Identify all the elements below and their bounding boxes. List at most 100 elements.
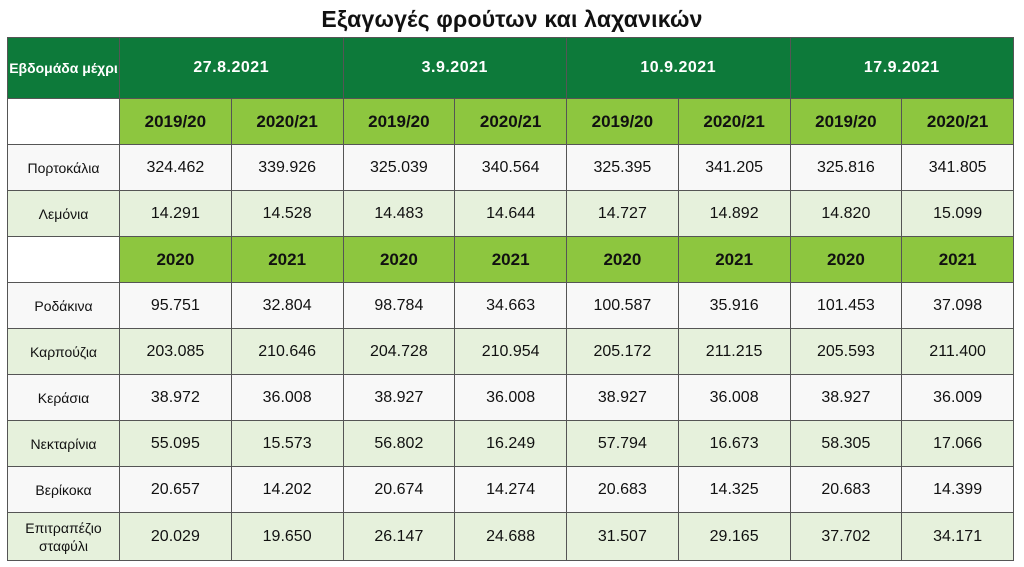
period-header: 2020/21 <box>901 98 1014 145</box>
table-row: Λεμόνια 14.291 14.528 14.483 14.644 14.727 14.… <box>7 190 1014 237</box>
period-header: 2020 <box>119 236 232 283</box>
value-cell: 210.646 <box>230 328 344 375</box>
value-cell: 17.066 <box>901 420 1014 467</box>
value-cell: 325.816 <box>789 144 903 191</box>
value-cell: 341.205 <box>677 144 791 191</box>
value-cell: 204.728 <box>342 328 456 375</box>
table-row: Νεκταρίνια 55.095 15.573 56.802 16.249 57.794… <box>7 420 1014 467</box>
value-cell: 15.573 <box>230 420 344 467</box>
week-header: 10.9.2021 <box>566 37 791 99</box>
value-cell: 58.305 <box>789 420 903 467</box>
value-cell: 20.657 <box>119 466 232 513</box>
value-cell: 14.528 <box>230 190 344 237</box>
period-header-row: 2020 2021 2020 2021 2020 2021 2020 2021 <box>7 236 1014 283</box>
table-row: Βερίκοκα 20.657 14.202 20.674 14.274 20.683 14… <box>7 466 1014 513</box>
value-cell: 205.593 <box>789 328 903 375</box>
period-header: 2020/21 <box>230 98 344 145</box>
value-cell: 325.395 <box>566 144 679 191</box>
value-cell: 14.274 <box>454 466 567 513</box>
row-label: Βερίκοκα <box>7 466 120 513</box>
value-cell: 14.892 <box>677 190 791 237</box>
value-cell: 341.805 <box>901 144 1014 191</box>
week-header: 3.9.2021 <box>342 37 567 99</box>
value-cell: 324.462 <box>119 144 232 191</box>
exports-table: Εβδομάδα μέχρι 27.8.2021 3.9.2021 10.9.2021… <box>7 37 1014 561</box>
period-header: 2020/21 <box>677 98 791 145</box>
row-label: Κεράσια <box>7 374 120 421</box>
table-row: Κεράσια 38.972 36.008 38.927 36.008 38.927 36.… <box>7 374 1014 421</box>
value-cell: 20.683 <box>789 466 903 513</box>
value-cell: 15.099 <box>901 190 1014 237</box>
period-header: 2019/20 <box>342 98 456 145</box>
value-cell: 38.927 <box>789 374 903 421</box>
value-cell: 37.098 <box>901 282 1014 329</box>
period-header: 2021 <box>901 236 1014 283</box>
value-cell: 210.954 <box>454 328 567 375</box>
row-label: Επιτραπέζιο σταφύλι <box>7 512 120 561</box>
value-cell: 14.325 <box>677 466 791 513</box>
table-row: Επιτραπέζιο σταφύλι 20.029 19.650 26.147 24.… <box>7 512 1014 561</box>
table-row: Καρπούζια 203.085 210.646 204.728 210.954 205… <box>7 328 1014 375</box>
row-label: Ροδάκινα <box>7 282 120 329</box>
value-cell: 36.008 <box>230 374 344 421</box>
value-cell: 14.399 <box>901 466 1014 513</box>
header-row: Εβδομάδα μέχρι 27.8.2021 3.9.2021 10.9.2021… <box>7 37 1014 99</box>
value-cell: 34.663 <box>454 282 567 329</box>
value-cell: 100.587 <box>566 282 679 329</box>
value-cell: 339.926 <box>230 144 344 191</box>
blank-cell <box>7 98 120 145</box>
period-header: 2019/20 <box>566 98 679 145</box>
value-cell: 37.702 <box>789 512 903 561</box>
period-header: 2021 <box>230 236 344 283</box>
value-cell: 38.927 <box>566 374 679 421</box>
row-label: Λεμόνια <box>7 190 120 237</box>
value-cell: 36.008 <box>454 374 567 421</box>
value-cell: 98.784 <box>342 282 456 329</box>
table-row: Ροδάκινα 95.751 32.804 98.784 34.663 100.587 3… <box>7 282 1014 329</box>
value-cell: 31.507 <box>566 512 679 561</box>
row-label: Πορτοκάλια <box>7 144 120 191</box>
value-cell: 205.172 <box>566 328 679 375</box>
value-cell: 101.453 <box>789 282 903 329</box>
value-cell: 211.215 <box>677 328 791 375</box>
value-cell: 36.008 <box>677 374 791 421</box>
corner-label: Εβδομάδα μέχρι <box>7 37 120 99</box>
value-cell: 211.400 <box>901 328 1014 375</box>
week-header: 17.9.2021 <box>789 37 1014 99</box>
period-header: 2020 <box>789 236 903 283</box>
chart-title: Εξαγωγές φρούτων και λαχανικών <box>321 6 703 32</box>
value-cell: 29.165 <box>677 512 791 561</box>
value-cell: 14.483 <box>342 190 456 237</box>
value-cell: 340.564 <box>454 144 567 191</box>
period-header: 2019/20 <box>789 98 903 145</box>
blank-cell <box>7 236 120 283</box>
period-header-row: 2019/20 2020/21 2019/20 2020/21 2019/20 2020/… <box>7 98 1014 145</box>
period-header: 2021 <box>677 236 791 283</box>
value-cell: 38.927 <box>342 374 456 421</box>
value-cell: 14.727 <box>566 190 679 237</box>
value-cell: 14.644 <box>454 190 567 237</box>
value-cell: 14.291 <box>119 190 232 237</box>
value-cell: 203.085 <box>119 328 232 375</box>
value-cell: 56.802 <box>342 420 456 467</box>
value-cell: 55.095 <box>119 420 232 467</box>
value-cell: 19.650 <box>230 512 344 561</box>
value-cell: 35.916 <box>677 282 791 329</box>
table-row: Πορτοκάλια 324.462 339.926 325.039 340.564 32… <box>7 144 1014 191</box>
value-cell: 14.202 <box>230 466 344 513</box>
value-cell: 38.972 <box>119 374 232 421</box>
value-cell: 32.804 <box>230 282 344 329</box>
period-header: 2020/21 <box>454 98 567 145</box>
value-cell: 34.171 <box>901 512 1014 561</box>
period-header: 2020 <box>342 236 456 283</box>
row-label: Νεκταρίνια <box>7 420 120 467</box>
value-cell: 26.147 <box>342 512 456 561</box>
week-header: 27.8.2021 <box>119 37 344 99</box>
value-cell: 20.683 <box>566 466 679 513</box>
value-cell: 20.029 <box>119 512 232 561</box>
period-header: 2019/20 <box>119 98 232 145</box>
value-cell: 20.674 <box>342 466 456 513</box>
row-label: Καρπούζια <box>7 328 120 375</box>
period-header: 2020 <box>566 236 679 283</box>
value-cell: 16.249 <box>454 420 567 467</box>
